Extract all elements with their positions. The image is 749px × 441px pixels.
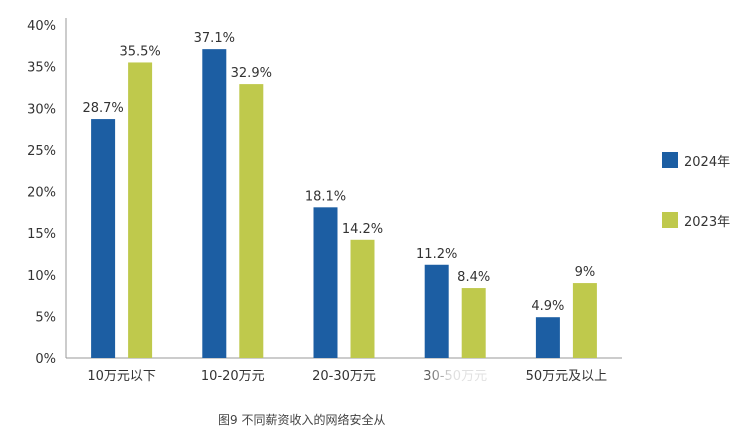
bar-series1 (313, 207, 338, 358)
legend-swatch (662, 152, 678, 168)
bar-series1 (91, 119, 116, 358)
data-label: 32.9% (231, 66, 272, 81)
y-tick-label: 0% (35, 352, 56, 367)
y-tick-label: 5% (35, 310, 56, 325)
x-tick-label: 10万元以下 (87, 369, 156, 384)
data-label: 18.1% (305, 189, 346, 204)
x-tick-label: 20-30万元 (312, 369, 376, 384)
y-tick-label: 35% (27, 61, 56, 76)
y-tick-label: 30% (27, 102, 56, 117)
bar-series2 (128, 62, 153, 359)
x-tick-label: 50万元及以上 (526, 369, 608, 384)
legend-label: 2024年 (684, 155, 730, 170)
bar-series1 (202, 49, 227, 359)
fade-overlay (410, 398, 749, 441)
legend-swatch (662, 212, 678, 228)
legend-label: 2023年 (684, 215, 730, 230)
bar-series2 (350, 239, 375, 358)
bar-series2 (461, 288, 486, 358)
data-label: 35.5% (119, 44, 160, 59)
x-tick-label: 10-20万元 (201, 369, 265, 384)
bar-series2 (239, 84, 264, 359)
data-label: 28.7% (82, 101, 123, 116)
fade-overlay-labels (420, 362, 510, 392)
bar-series1 (424, 264, 449, 358)
data-label: 8.4% (457, 270, 490, 285)
data-label: 11.2% (416, 247, 457, 262)
bar-series1 (535, 317, 560, 358)
data-label: 14.2% (342, 222, 383, 237)
y-tick-label: 15% (27, 227, 56, 242)
y-tick-label: 10% (27, 269, 56, 284)
figure-caption: 图9 不同薪资收入的网络安全从 (218, 413, 386, 427)
y-tick-label: 20% (27, 186, 56, 201)
data-label: 9% (575, 265, 596, 280)
y-tick-label: 25% (27, 144, 56, 159)
y-tick-label: 40% (27, 19, 56, 34)
data-label: 4.9% (531, 299, 564, 314)
data-label: 37.1% (194, 31, 235, 46)
bar-series2 (572, 283, 597, 358)
